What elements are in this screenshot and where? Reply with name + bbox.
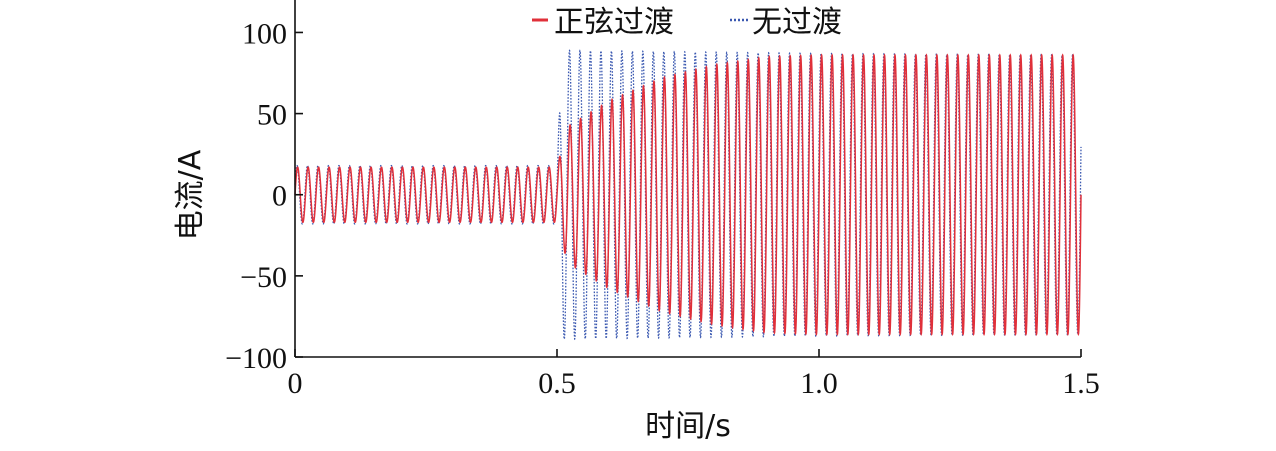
axes [294, 0, 1082, 358]
x-tick-label: 1.5 [1062, 367, 1100, 400]
x-tick-label: 0.5 [538, 367, 576, 400]
tick-labels: −100 −50 0 50 100 0 0.5 1.0 1.5 [225, 17, 1100, 400]
y-tick-label: 100 [242, 17, 287, 50]
y-tick-label: −100 [225, 342, 287, 375]
y-axis-label: 电流/A [173, 149, 208, 240]
y-tick-label: −50 [240, 261, 287, 294]
series-line-sine-transition [294, 53, 1082, 337]
legend-label-none: 无过渡 [752, 5, 842, 40]
plot-area [294, 49, 1082, 341]
y-tick-label: 0 [272, 180, 287, 213]
legend-label-sine: 正弦过渡 [554, 5, 674, 40]
legend: 正弦过渡 无过渡 [532, 5, 842, 40]
y-tick-label: 50 [257, 99, 287, 132]
x-tick-label: 1.0 [800, 367, 838, 400]
x-axis-label: 时间/s [645, 409, 731, 444]
x-tick-label: 0 [288, 367, 303, 400]
